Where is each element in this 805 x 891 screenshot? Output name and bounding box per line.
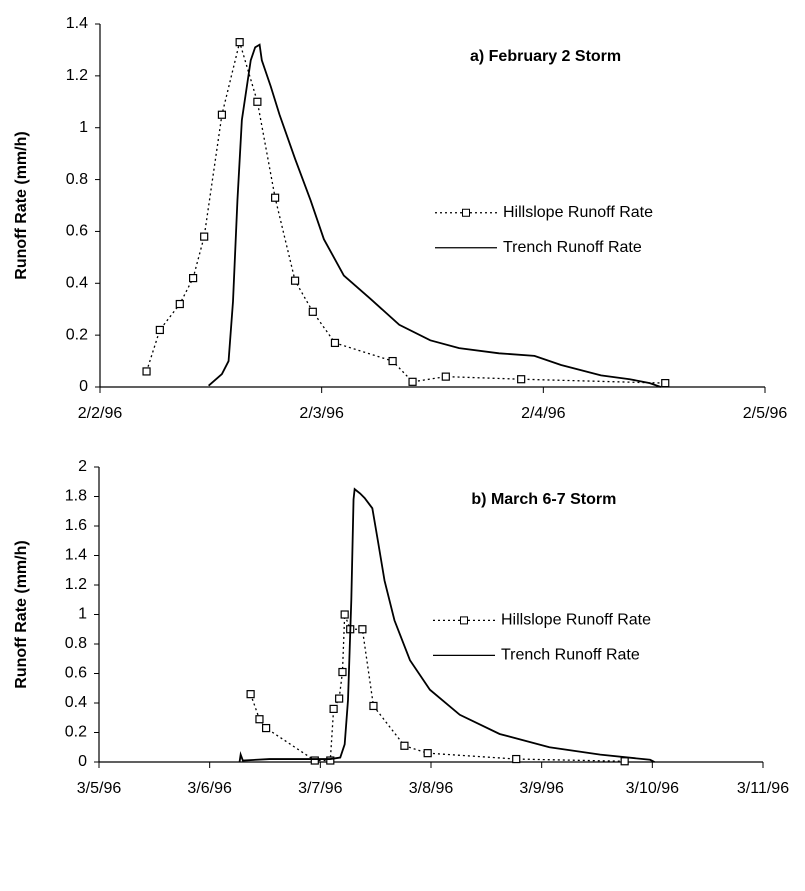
marker — [340, 610, 349, 619]
y-tick-label: 0.6 — [65, 665, 87, 682]
y-tick-label: 1.2 — [65, 576, 87, 593]
x-tick-label: 3/9/96 — [519, 780, 564, 797]
y-tick-label: 1.4 — [66, 15, 88, 32]
marker — [253, 97, 262, 106]
marker — [200, 232, 209, 241]
marker — [517, 375, 526, 384]
y-tick-label: 0.2 — [65, 724, 87, 741]
x-tick-label: 2/3/96 — [299, 405, 344, 422]
marker — [620, 757, 629, 766]
y-tick-label: 1 — [79, 119, 88, 136]
y-tick-label: 0.6 — [66, 223, 88, 240]
legend-label: Hillslope Runoff Rate — [503, 204, 653, 221]
legend-marker — [462, 208, 470, 217]
legend-marker — [460, 616, 468, 625]
x-tick-label: 3/8/96 — [409, 780, 454, 797]
y-tick-label: 2 — [78, 458, 87, 475]
y-axis-label: Runoff Rate (mm/h) — [13, 131, 30, 279]
marker — [335, 694, 344, 703]
marker — [175, 299, 184, 309]
x-tick-label: 2/4/96 — [521, 405, 566, 422]
chart-title: a) February 2 Storm — [470, 48, 621, 65]
marker — [369, 701, 378, 711]
marker — [235, 38, 244, 47]
marker — [388, 356, 397, 366]
marker — [329, 704, 338, 714]
marker — [308, 307, 317, 316]
y-tick-label: 1.8 — [65, 488, 87, 505]
x-tick-label: 2/2/96 — [78, 405, 123, 422]
x-tick-label: 3/7/96 — [298, 780, 343, 797]
marker — [358, 625, 367, 634]
y-tick-label: 0.2 — [66, 326, 88, 343]
y-tick-label: 0.8 — [66, 171, 88, 188]
legend-label: Hillslope Runoff Rate — [501, 612, 651, 629]
marker — [271, 193, 280, 202]
marker — [326, 756, 335, 765]
y-tick-label: 0 — [79, 378, 88, 395]
marker — [262, 723, 271, 733]
y-tick-label: 0 — [78, 753, 87, 770]
y-axis-label: Runoff Rate (mm/h) — [13, 540, 30, 688]
marker — [512, 754, 521, 764]
marker — [338, 667, 347, 677]
marker — [217, 110, 227, 119]
y-tick-label: 0.4 — [65, 694, 87, 711]
y-tick-label: 0.4 — [66, 275, 88, 292]
y-tick-label: 1.4 — [65, 547, 87, 564]
y-tick-label: 1 — [78, 606, 87, 623]
y-tick-label: 0.8 — [65, 635, 87, 652]
legend-label: Trench Runoff Rate — [501, 647, 640, 664]
marker — [142, 367, 151, 376]
marker — [423, 749, 432, 758]
marker — [661, 379, 670, 388]
marker — [408, 377, 417, 386]
series-line — [238, 487, 655, 763]
legend-label: Trench Runoff Rate — [503, 239, 642, 256]
x-tick-label: 3/10/96 — [626, 780, 679, 797]
x-tick-label: 3/6/96 — [187, 780, 232, 797]
x-tick-label: 3/5/96 — [77, 780, 122, 797]
marker — [400, 741, 409, 750]
x-tick-label: 3/11/96 — [737, 780, 789, 797]
y-tick-label: 1.6 — [65, 517, 87, 534]
series-line — [208, 43, 662, 388]
series-line — [250, 614, 625, 762]
y-tick-label: 1.2 — [66, 67, 88, 84]
marker — [189, 274, 198, 283]
marker — [155, 325, 164, 335]
marker — [330, 338, 340, 348]
marker — [290, 276, 300, 285]
marker — [441, 372, 450, 381]
chart-title: b) March 6-7 Storm — [471, 491, 616, 508]
marker — [246, 690, 255, 699]
x-tick-label: 2/5/96 — [743, 405, 788, 422]
marker — [255, 715, 264, 724]
marker — [310, 756, 319, 765]
